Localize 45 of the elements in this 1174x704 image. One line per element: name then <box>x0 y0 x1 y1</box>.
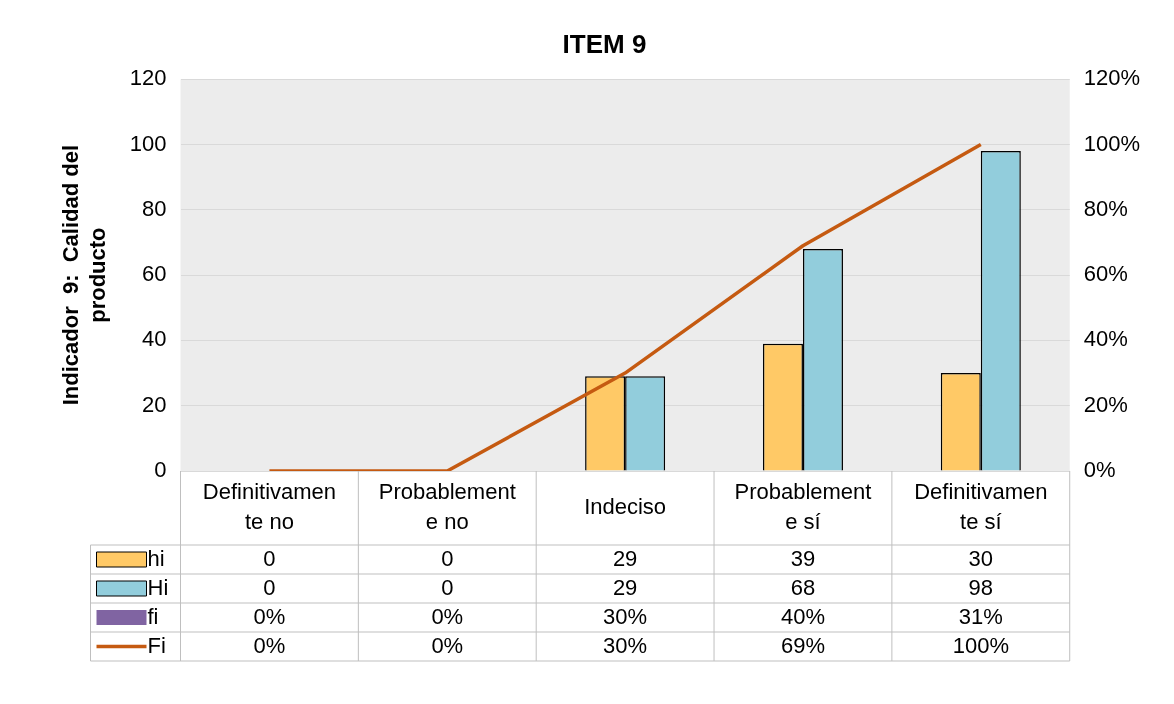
data-label: 30 <box>968 545 994 571</box>
y2-tick-label: 60% <box>1083 261 1128 287</box>
legend-label: Hi <box>147 574 169 600</box>
y-tick-label: 40 <box>142 326 167 352</box>
y2-tick-label: 80% <box>1083 195 1128 221</box>
text: 31% <box>958 603 1003 629</box>
legend-label: fi <box>147 603 159 629</box>
y-axis-title: Indicador 9: Calidad del producto <box>58 144 110 406</box>
data-label: 30% <box>603 632 648 658</box>
data-label: 29 <box>612 545 638 571</box>
legend-label: Fi <box>147 632 166 658</box>
y2-tick-label: 40% <box>1083 326 1128 352</box>
y2-tick-label: 0% <box>1083 457 1116 483</box>
y2-tick-label: 100% <box>1083 130 1141 156</box>
legend-label: hi <box>147 545 165 571</box>
data-label: 39 <box>790 545 816 571</box>
x-tick-label: Definitivamente no <box>202 479 337 535</box>
x-tick-label: Definitivamente sí <box>914 479 1048 535</box>
data-label: 0% <box>253 632 286 658</box>
x-tick-label: Indeciso <box>584 494 667 520</box>
text: 0% <box>253 603 286 629</box>
data-label: 0 <box>263 545 276 571</box>
data-label: 29 <box>612 574 638 600</box>
data-label: 0% <box>431 632 464 658</box>
y-tick-label: 60 <box>142 261 167 287</box>
y-tick-label: 20 <box>142 391 167 417</box>
text: 40% <box>780 603 825 629</box>
data-label: 68 <box>790 574 816 600</box>
data-label: 98 <box>968 574 994 600</box>
chart-title: ITEM 9 <box>562 28 647 59</box>
data-label: 0 <box>263 574 276 600</box>
y2-tick-label: 120% <box>1083 65 1141 91</box>
x-tick-label: Probablemente sí <box>734 479 872 535</box>
y-tick-label: 80 <box>142 195 167 221</box>
y-tick-label: 100 <box>129 130 167 156</box>
data-label: 0 <box>441 545 454 571</box>
data-label: 69% <box>780 632 825 658</box>
text: 0% <box>431 603 464 629</box>
data-label: 100% <box>952 632 1009 658</box>
y2-tick-label: 20% <box>1083 391 1128 417</box>
data-label: 0 <box>441 574 454 600</box>
y-tick-label: 120 <box>129 65 167 91</box>
y-tick-label: 0 <box>154 457 167 483</box>
text: 30% <box>603 603 648 629</box>
x-tick-label: Probablemente no <box>378 479 516 535</box>
